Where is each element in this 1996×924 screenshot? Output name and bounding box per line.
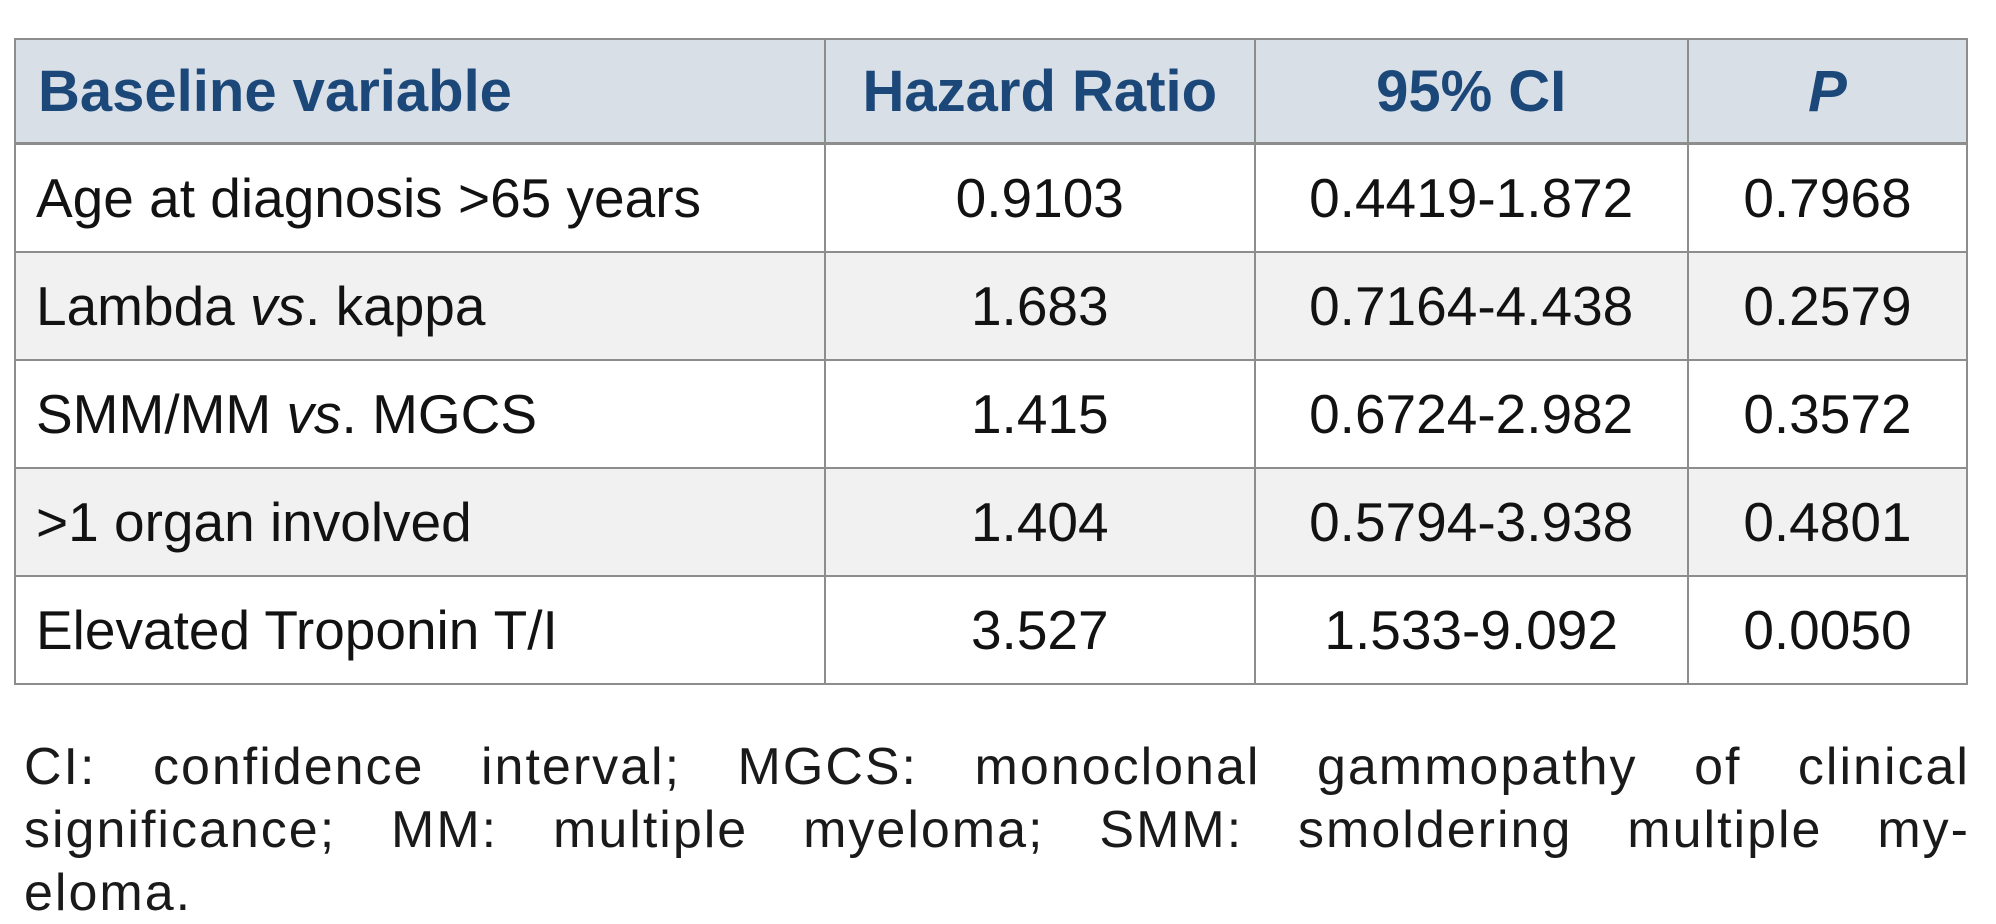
column-header-95-ci: 95% CI	[1253, 38, 1689, 145]
table-row: >1 organ involved 1.404 0.5794-3.938 0.4…	[13, 467, 1969, 577]
cell-95-ci: 0.4419-1.872	[1253, 142, 1689, 253]
variable-label-suffix: . kappa	[305, 275, 486, 337]
variable-label: Elevated Troponin T/I	[36, 599, 558, 661]
cell-baseline-variable: Elevated Troponin T/I	[13, 575, 827, 685]
variable-label: >1 organ involved	[36, 491, 472, 553]
table-row: Lambda vs. kappa 1.683 0.7164-4.438 0.25…	[13, 251, 1969, 361]
cell-hazard-ratio: 3.527	[824, 575, 1256, 685]
cell-baseline-variable: Lambda vs. kappa	[13, 251, 827, 361]
cell-hazard-ratio: 1.683	[824, 251, 1256, 361]
variable-label-italic: vs	[286, 383, 342, 445]
cell-95-ci: 0.5794-3.938	[1253, 467, 1689, 577]
cell-baseline-variable: >1 organ involved	[13, 467, 827, 577]
column-header-p-value: P	[1686, 38, 1969, 145]
cell-hazard-ratio: 0.9103	[824, 142, 1256, 253]
cell-p-value: 0.3572	[1686, 359, 1969, 469]
cell-95-ci: 0.7164-4.438	[1253, 251, 1689, 361]
column-header-baseline-variable: Baseline variable	[13, 38, 827, 145]
cell-baseline-variable: Age at diagnosis >65 years	[13, 142, 827, 253]
variable-label: Age at diagnosis >65 years	[36, 167, 702, 229]
cell-hazard-ratio: 1.404	[824, 467, 1256, 577]
cell-p-value: 0.2579	[1686, 251, 1969, 361]
cell-p-value: 0.7968	[1686, 142, 1969, 253]
variable-label-suffix: . MGCS	[341, 383, 538, 445]
footnote: CI: confidence interval; MGCS: monoclona…	[24, 736, 1970, 924]
table-row: SMM/MM vs. MGCS 1.415 0.6724-2.982 0.357…	[13, 359, 1969, 469]
variable-label: Lambda	[36, 275, 251, 337]
variable-label: SMM/MM	[36, 383, 287, 445]
cell-hazard-ratio: 1.415	[824, 359, 1256, 469]
variable-label-italic: vs	[250, 275, 306, 337]
cell-p-value: 0.4801	[1686, 467, 1969, 577]
cell-95-ci: 1.533-9.092	[1253, 575, 1689, 685]
table-row: Age at diagnosis >65 years 0.9103 0.4419…	[13, 142, 1969, 253]
footnote-line: significance; MM: multiple myeloma; SMM:…	[24, 801, 1970, 859]
cell-p-value: 0.0050	[1686, 575, 1969, 685]
table-row: Elevated Troponin T/I 3.527 1.533-9.092 …	[13, 575, 1969, 685]
footnote-line: eloma.	[24, 864, 193, 922]
footnote-line: CI: confidence interval; MGCS: monoclona…	[24, 738, 1970, 796]
cell-95-ci: 0.6724-2.982	[1253, 359, 1689, 469]
column-header-hazard-ratio: Hazard Ratio	[824, 38, 1256, 145]
hazard-ratio-table: Baseline variable Hazard Ratio 95% CI P …	[13, 38, 1969, 685]
table-header-row: Baseline variable Hazard Ratio 95% CI P	[13, 38, 1969, 145]
cell-baseline-variable: SMM/MM vs. MGCS	[13, 359, 827, 469]
